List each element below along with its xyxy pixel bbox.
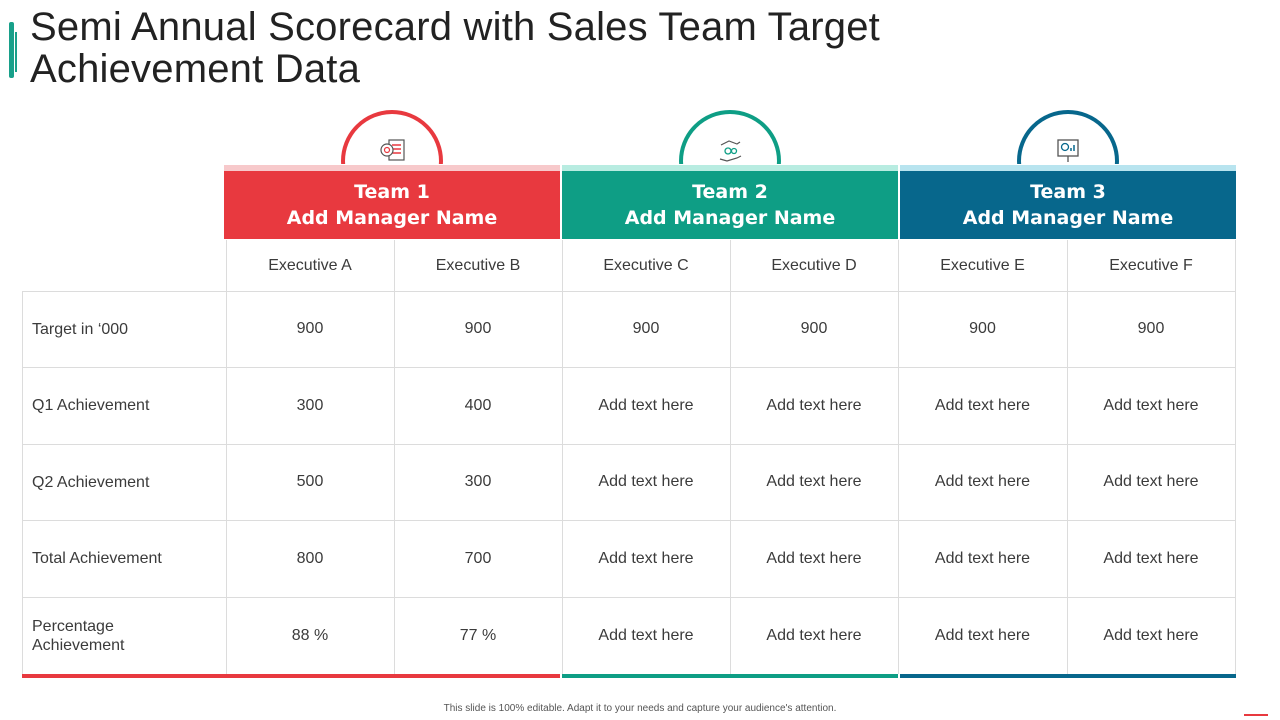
row-label: Q2 Achievement: [32, 473, 150, 491]
table-cell: Add text here: [598, 473, 694, 490]
table-cell: 900: [296, 320, 324, 337]
grid-line: [1235, 240, 1236, 674]
table-cell: Add text here: [934, 473, 1031, 490]
table-cell: Add text here: [766, 473, 862, 490]
grid-line: [730, 240, 731, 674]
table-cell: 900: [1137, 320, 1165, 337]
table-cell: Add text here: [598, 549, 694, 567]
table-cell: 900: [464, 320, 492, 337]
page-title: Semi Annual Scorecard with Sales Team Ta…: [30, 5, 880, 91]
grid-line: [226, 240, 227, 674]
table-cell: Add text here: [766, 626, 862, 644]
grid-line: [394, 240, 395, 674]
grid-line: [1067, 240, 1068, 674]
grid-line: [898, 240, 899, 674]
team-name: Team 2: [692, 181, 768, 203]
row-label: Q1 Achievement: [32, 397, 150, 414]
table-cell: 300: [296, 396, 324, 414]
row-label: Percentage Achievement: [32, 617, 125, 654]
row-label: Target in ‘000: [32, 320, 129, 338]
team-name: Team 1: [354, 181, 430, 203]
footer-note: This slide is 100% editable. Adapt it to…: [443, 703, 837, 714]
table-cell: 500: [296, 473, 324, 490]
corner-mark: [1244, 714, 1268, 716]
grid-line: [22, 520, 1236, 521]
executive-header: Executive F: [1109, 256, 1193, 274]
executive-header: Executive E: [940, 256, 1025, 274]
target-chart-icon: [380, 139, 405, 161]
table-cell: Add text here: [1103, 396, 1199, 414]
table-cell: Add text here: [1103, 549, 1199, 567]
title-accent-bar: [9, 22, 17, 78]
executive-header: Executive D: [771, 256, 857, 274]
presentation-board-icon: [1057, 139, 1079, 162]
manager-name: Add Manager Name: [962, 207, 1174, 229]
manager-name: Add Manager Name: [286, 207, 498, 229]
table-cell: 900: [969, 320, 996, 337]
table-cell: 700: [464, 549, 492, 567]
team-1-strip: [224, 165, 560, 171]
grid-line: [22, 367, 1236, 368]
table-cell: Add text here: [1103, 626, 1199, 644]
table-cell: Add text here: [766, 549, 862, 567]
executive-header: Executive A: [268, 256, 352, 274]
table-cell: Add text here: [598, 626, 694, 644]
team-name: Team 3: [1030, 181, 1106, 203]
team-3-header: Team 3 Add Manager Name: [900, 171, 1236, 239]
grid-line: [562, 240, 563, 674]
team-2-strip: [562, 165, 898, 171]
executive-header: Executive C: [603, 256, 689, 274]
team-2-header: Team 2 Add Manager Name: [562, 171, 898, 239]
table-cell: 900: [632, 320, 660, 337]
team-3-bottom-bar: [900, 674, 1236, 678]
team-3-strip: [900, 165, 1236, 171]
team-2-bottom-bar: [562, 674, 898, 678]
grid-line: [22, 291, 23, 674]
table-cell: Add text here: [1103, 473, 1199, 490]
team-1-header: Team 1 Add Manager Name: [224, 171, 560, 239]
table-cell: Add text here: [934, 549, 1031, 567]
team-1-bottom-bar: [22, 674, 560, 678]
table-cell: 900: [800, 320, 828, 337]
table-cell: 800: [296, 549, 324, 567]
table-cell: Add text here: [934, 396, 1031, 414]
table-cell: Add text here: [766, 396, 862, 414]
table-cell: 400: [464, 396, 492, 414]
row-label: Total Achievement: [32, 550, 162, 567]
grid-line: [22, 444, 1236, 445]
grid-line: [22, 597, 1236, 598]
grid-line: [22, 291, 1236, 292]
table-cell: 88 %: [291, 626, 329, 644]
table-cell: Add text here: [934, 626, 1031, 644]
table-cell: Add text here: [598, 396, 694, 414]
table-cell: 77 %: [459, 626, 497, 644]
table-cell: 300: [464, 473, 492, 490]
executive-header: Executive B: [435, 256, 521, 274]
manager-name: Add Manager Name: [624, 207, 836, 229]
handshake-gears-icon: [719, 140, 742, 162]
